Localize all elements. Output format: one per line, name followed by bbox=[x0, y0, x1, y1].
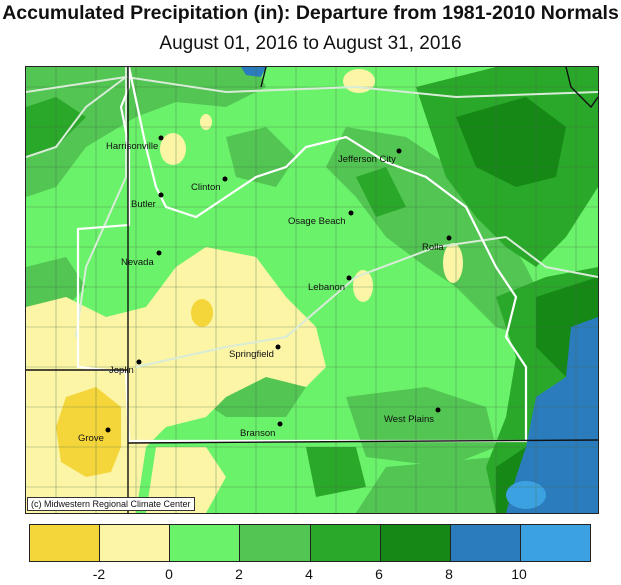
city-nevada: Nevada bbox=[121, 250, 162, 268]
region-10-plus bbox=[506, 481, 546, 509]
city-springfield: Springfield bbox=[229, 344, 281, 360]
city-label-west-plains: West Plains bbox=[384, 414, 434, 425]
black-boundaries bbox=[26, 67, 598, 513]
legend-tick-6: 6 bbox=[375, 566, 383, 582]
credit-label: (c) Midwestern Regional Climate Center bbox=[27, 497, 195, 511]
city-jefferson-city: Jefferson City bbox=[338, 148, 402, 165]
highways bbox=[26, 67, 598, 368]
city-label-springfield: Springfield bbox=[229, 349, 274, 360]
legend-tick-2: 2 bbox=[235, 566, 243, 582]
region-neg2-below bbox=[56, 299, 213, 477]
legend-swatch-neg2-below bbox=[30, 525, 101, 561]
legend-tick-neg2: -2 bbox=[92, 566, 106, 582]
color-legend bbox=[29, 524, 591, 562]
city-butler: Butler bbox=[131, 192, 164, 210]
legend-tick-4: 4 bbox=[305, 566, 313, 582]
city-lebanon: Lebanon bbox=[308, 275, 352, 293]
legend-swatch-10-plus bbox=[520, 525, 590, 561]
legend-swatch-4-6 bbox=[310, 525, 381, 561]
city-label-nevada: Nevada bbox=[121, 257, 154, 268]
city-label-lebanon: Lebanon bbox=[308, 282, 345, 293]
city-markers: Harrisonville Jefferson City Clinton But… bbox=[78, 135, 452, 444]
city-label-branson: Branson bbox=[240, 428, 275, 439]
precipitation-map: Harrisonville Jefferson City Clinton But… bbox=[25, 66, 599, 514]
city-branson: Branson bbox=[240, 421, 283, 439]
legend-tick-8: 8 bbox=[445, 566, 453, 582]
map-title: Accumulated Precipitation (in): Departur… bbox=[2, 2, 619, 24]
legend-swatch-2-4 bbox=[240, 525, 311, 561]
map-subtitle: August 01, 2016 to August 31, 2016 bbox=[159, 33, 462, 54]
county-lines bbox=[26, 67, 598, 513]
legend-swatch-8-10 bbox=[450, 525, 521, 561]
city-label-clinton: Clinton bbox=[191, 182, 221, 193]
city-label-grove: Grove bbox=[78, 433, 104, 444]
city-rolla: Rolla bbox=[422, 235, 452, 253]
map-canvas: Harrisonville Jefferson City Clinton But… bbox=[26, 67, 598, 513]
legend-swatch-6-8 bbox=[380, 525, 451, 561]
city-clinton: Clinton bbox=[191, 176, 228, 193]
city-label-joplin: Joplin bbox=[109, 365, 134, 376]
region-8-10 bbox=[241, 67, 598, 513]
legend-swatch-neg2-0 bbox=[100, 525, 171, 561]
city-label-jefferson-city: Jefferson City bbox=[338, 154, 396, 165]
city-grove: Grove bbox=[78, 427, 111, 444]
city-osage-beach: Osage Beach bbox=[288, 210, 354, 227]
city-joplin: Joplin bbox=[109, 359, 142, 376]
city-harrisonville: Harrisonville bbox=[106, 135, 164, 152]
city-label-osage-beach: Osage Beach bbox=[288, 216, 346, 227]
state-border bbox=[76, 67, 528, 443]
legend-swatch-0-2 bbox=[170, 525, 241, 561]
legend-tick-0: 0 bbox=[165, 566, 173, 582]
city-west-plains: West Plains bbox=[384, 407, 441, 425]
city-label-harrisonville: Harrisonville bbox=[106, 141, 158, 152]
city-label-butler: Butler bbox=[131, 199, 156, 210]
legend-tick-10: 10 bbox=[511, 566, 527, 582]
city-label-rolla: Rolla bbox=[422, 242, 444, 253]
